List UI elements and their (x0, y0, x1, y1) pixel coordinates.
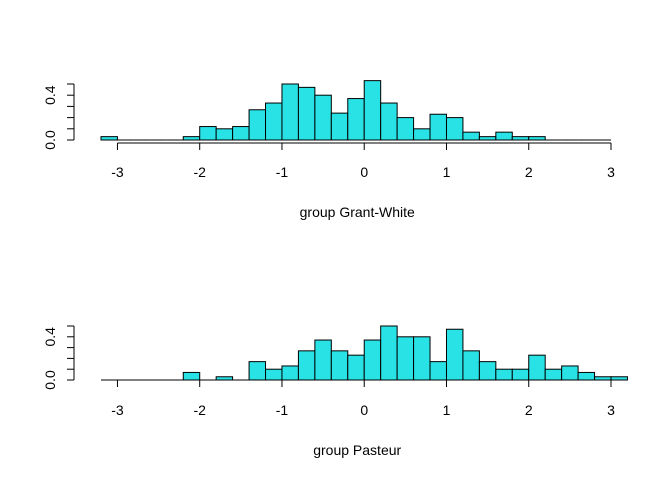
histogram-bar (413, 128, 431, 141)
histogram-bar (511, 368, 530, 381)
histogram-bar (297, 86, 316, 141)
histogram-bar (561, 365, 579, 381)
histogram-bar (380, 325, 398, 381)
histogram-bar (413, 336, 431, 381)
y-tick-label: 0.4 (42, 85, 58, 105)
histogram-bar (363, 80, 382, 141)
x-tick-label: -2 (193, 402, 206, 418)
y-tick-label: 0.0 (42, 370, 58, 390)
histogram-bar (265, 368, 283, 381)
histogram-bars (100, 80, 611, 141)
x-tick-label: 1 (443, 402, 451, 418)
histogram-bar (610, 376, 628, 381)
histogram-bar (577, 371, 596, 381)
histogram-bar (281, 365, 299, 381)
histogram-bar (314, 94, 332, 141)
x-tick-label: 2 (525, 402, 533, 418)
histogram-panel-2: -3 -2 -1 0 1 2 3 0.0 0.4 group Pasteur (42, 325, 628, 458)
x-tick-label: 1 (443, 164, 451, 180)
histogram-bar (396, 336, 415, 381)
histogram-bar (429, 113, 447, 141)
x-tick-label: -3 (111, 402, 124, 418)
histogram-bar (248, 109, 267, 141)
x-tick-label: 3 (607, 402, 615, 418)
histogram-bar (495, 131, 513, 141)
histogram-bar (528, 354, 546, 381)
histogram-bar (528, 136, 546, 141)
histogram-bar (478, 136, 497, 141)
histogram-bar (478, 361, 497, 381)
histogram-bar (281, 83, 299, 141)
x-tick-label: 0 (360, 402, 368, 418)
histogram-bar (215, 128, 234, 141)
histogram-bar (199, 126, 217, 141)
histogram-bar (182, 371, 201, 381)
y-tick-label: 0.0 (42, 130, 58, 150)
histogram-bar (462, 350, 480, 381)
histogram-bar (445, 117, 464, 141)
histogram-bar (445, 328, 464, 381)
histogram-bar (363, 339, 382, 381)
histogram-bar (511, 136, 530, 141)
histogram-panel-1: -3 -2 -1 0 1 2 3 0.0 0.4 group Grant-White (42, 80, 615, 220)
histogram-bar (314, 339, 332, 381)
x-tick-label: -1 (276, 164, 289, 180)
histogram-bar (495, 368, 513, 381)
histogram-bar (248, 361, 267, 381)
histogram-bar (100, 136, 118, 141)
histogram-bar (297, 350, 316, 381)
x-tick-label: 3 (607, 164, 615, 180)
x-tick-label: 2 (525, 164, 533, 180)
histogram-bar (232, 126, 250, 141)
histogram-bar (347, 354, 365, 381)
histogram-bar (347, 98, 365, 141)
x-axis-label: group Pasteur (313, 442, 401, 458)
histogram-bar (182, 136, 201, 141)
histogram-bars (101, 325, 628, 381)
histogram-bar (380, 102, 398, 141)
histogram-bar (429, 361, 447, 381)
x-tick-label: -1 (276, 402, 289, 418)
histogram-bar (544, 368, 563, 381)
x-tick-label: 0 (360, 164, 368, 180)
histogram-bar (330, 350, 349, 381)
x-tick-label: -2 (193, 164, 206, 180)
histogram-bar (462, 131, 480, 141)
histogram-bar (265, 102, 283, 141)
y-tick-label: 0.4 (42, 327, 58, 347)
x-axis-label: group Grant-White (300, 204, 415, 220)
histogram-bar (396, 117, 415, 141)
histogram-bar (330, 112, 349, 141)
x-tick-label: -3 (111, 164, 124, 180)
